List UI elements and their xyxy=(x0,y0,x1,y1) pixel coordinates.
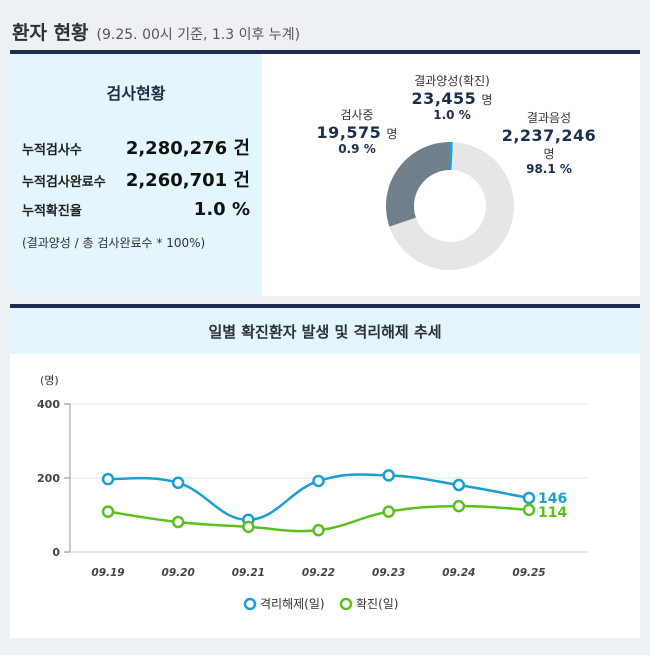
label-testing-name: 검사중 xyxy=(340,108,374,122)
stat-row-positive-rate: 누적확진율 1.0 % xyxy=(22,199,250,220)
donut-chart xyxy=(386,142,514,270)
y-tick-label: 200 xyxy=(37,472,60,485)
x-tick-label: 09.19 xyxy=(91,567,124,579)
data-point xyxy=(242,520,255,534)
top-divider xyxy=(10,50,640,54)
data-point xyxy=(522,491,536,505)
data-point xyxy=(171,515,185,529)
label-negative-pct: 98.1 % xyxy=(526,162,572,176)
x-tick-label: 09.25 xyxy=(512,567,545,579)
donut-slice-testing xyxy=(386,142,450,227)
bottom-divider xyxy=(10,304,640,308)
x-tick-label: 09.20 xyxy=(162,567,195,579)
x-tick-label: 09.21 xyxy=(232,567,265,579)
label-positive: 결과양성(확진) 23,455 명 1.0 % xyxy=(387,72,517,122)
chart-title: 일별 확진환자 발생 및 격리해제 추세 xyxy=(208,322,442,341)
data-point xyxy=(171,476,185,490)
label-positive-unit: 명 xyxy=(481,93,493,107)
data-point xyxy=(101,505,115,518)
series-end-label: 114 xyxy=(538,505,567,521)
page-header: 환자 현황 (9.25. 00시 기준, 1.3 이후 누계) xyxy=(12,18,300,45)
label-negative-unit: 명 xyxy=(543,147,555,161)
donut-slice-positive xyxy=(450,142,453,171)
stat-value: 2,280,276 건 xyxy=(125,138,250,159)
label-testing-unit: 명 xyxy=(386,127,398,141)
label-testing: 검사중 19,575 명 0.9 % xyxy=(302,106,412,156)
trend-line-chart: (명) 0 200 400 09.19 09.20 09.21 09.22 09.23 09.24… xyxy=(37,374,587,611)
legend-label: 격리해제(일) xyxy=(260,597,325,611)
label-negative-name: 결과음성 xyxy=(526,111,572,125)
x-tick-label: 09.22 xyxy=(302,567,335,579)
donut-slice-negative xyxy=(389,142,514,270)
stats-note: (결과양성 / 총 검사완료수 * 100%) xyxy=(22,236,206,250)
label-positive-value: 23,455 xyxy=(411,89,477,108)
stat-value: 2,260,701 건 xyxy=(125,170,250,191)
test-stats-panel: 검사현황 누적검사수 2,280,276 건 누적검사완료수 2,260,701… xyxy=(10,54,262,296)
label-testing-value: 19,575 xyxy=(316,123,382,142)
data-point xyxy=(312,474,325,488)
y-tick-label: 400 xyxy=(37,398,60,411)
x-tick-label: 09.23 xyxy=(372,567,405,579)
donut-area: 검사중 19,575 명 0.9 % 결과양성(확진) 23,455 명 1.0… xyxy=(262,54,640,296)
legend-marker xyxy=(243,597,257,611)
legend-label: 확진(일) xyxy=(356,597,398,611)
stat-value: 1.0 % xyxy=(193,199,250,220)
data-point xyxy=(312,523,325,537)
label-testing-pct: 0.9 % xyxy=(338,142,376,156)
label-positive-pct: 1.0 % xyxy=(433,108,471,122)
page-title: 환자 현황 xyxy=(12,22,89,44)
data-point xyxy=(452,499,466,513)
data-point xyxy=(522,503,536,517)
data-point xyxy=(382,505,395,518)
trend-panel xyxy=(10,308,640,638)
stat-label: 누적확진율 xyxy=(22,204,82,219)
label-negative-value: 2,237,246 xyxy=(501,126,597,145)
label-negative: 결과음성 2,237,246 명 98.1 % xyxy=(494,109,604,176)
stats-title: 검사현황 xyxy=(106,84,166,103)
x-tick-label: 09.24 xyxy=(442,567,475,579)
y-tick-label: 0 xyxy=(52,546,60,559)
data-point xyxy=(452,478,466,492)
chart-header: 일별 확진환자 발생 및 격리해제 추세 xyxy=(10,308,640,354)
legend-marker xyxy=(339,597,353,611)
stat-label: 누적검사수 xyxy=(22,143,82,158)
page-subtitle: (9.25. 00시 기준, 1.3 이후 누계) xyxy=(96,27,301,43)
stat-label: 누적검사완료수 xyxy=(22,175,106,190)
series-end-label: 146 xyxy=(538,491,567,507)
stat-row-completed-tests: 누적검사완료수 2,260,701 건 xyxy=(22,166,250,192)
data-point xyxy=(382,469,395,482)
y-axis-unit-label: (명) xyxy=(40,374,59,387)
stat-row-total-tests: 누적검사수 2,280,276 건 xyxy=(22,134,250,160)
data-point xyxy=(101,472,115,486)
label-positive-name: 결과양성(확진) xyxy=(414,74,490,88)
